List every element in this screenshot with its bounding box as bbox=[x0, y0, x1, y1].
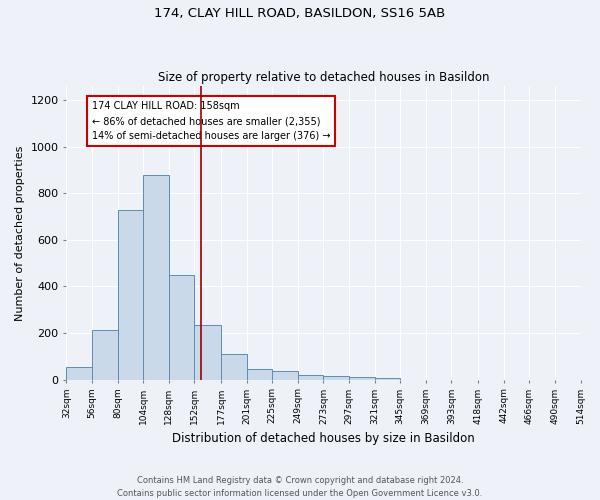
Bar bbox=[298, 375, 323, 380]
Bar bbox=[169, 275, 194, 380]
Bar bbox=[349, 378, 374, 380]
Title: Size of property relative to detached houses in Basildon: Size of property relative to detached ho… bbox=[158, 70, 489, 84]
Bar bbox=[67, 367, 92, 380]
X-axis label: Distribution of detached houses by size in Basildon: Distribution of detached houses by size … bbox=[172, 432, 475, 445]
Bar bbox=[272, 372, 298, 380]
Bar bbox=[194, 325, 221, 380]
Bar bbox=[221, 354, 247, 380]
Bar bbox=[143, 174, 169, 380]
Bar bbox=[247, 369, 272, 380]
Bar bbox=[118, 210, 143, 380]
Text: 174 CLAY HILL ROAD: 158sqm
← 86% of detached houses are smaller (2,355)
14% of s: 174 CLAY HILL ROAD: 158sqm ← 86% of deta… bbox=[92, 101, 331, 141]
Bar bbox=[92, 330, 118, 380]
Y-axis label: Number of detached properties: Number of detached properties bbox=[15, 145, 25, 320]
Text: 174, CLAY HILL ROAD, BASILDON, SS16 5AB: 174, CLAY HILL ROAD, BASILDON, SS16 5AB bbox=[154, 8, 446, 20]
Bar bbox=[374, 378, 400, 380]
Text: Contains HM Land Registry data © Crown copyright and database right 2024.
Contai: Contains HM Land Registry data © Crown c… bbox=[118, 476, 482, 498]
Bar bbox=[323, 376, 349, 380]
